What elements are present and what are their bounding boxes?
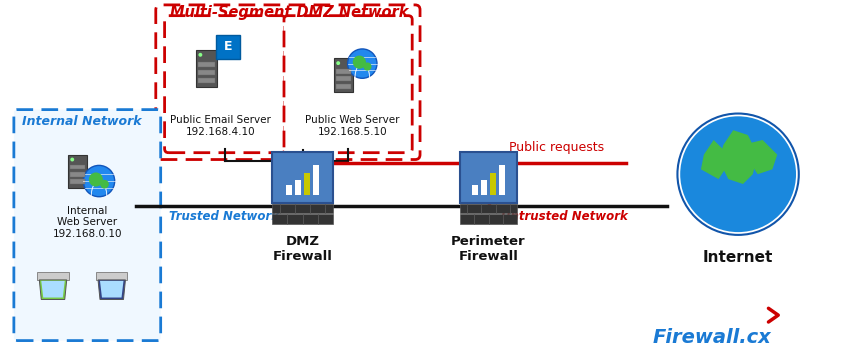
Bar — [287, 185, 293, 195]
Bar — [460, 204, 467, 214]
Bar — [467, 204, 481, 214]
Polygon shape — [701, 140, 728, 179]
Bar — [198, 62, 215, 67]
Circle shape — [198, 53, 202, 57]
Text: Trusted Network: Trusted Network — [169, 210, 279, 223]
Bar — [475, 214, 489, 224]
Circle shape — [363, 62, 372, 71]
Circle shape — [83, 166, 115, 197]
Bar — [502, 214, 517, 224]
Bar — [489, 214, 502, 224]
Text: Untrusted Network: Untrusted Network — [502, 210, 628, 223]
Bar — [272, 152, 333, 203]
Bar — [198, 78, 215, 83]
Bar — [217, 35, 240, 59]
Polygon shape — [98, 280, 126, 300]
Polygon shape — [100, 281, 123, 298]
Bar — [481, 180, 487, 195]
FancyBboxPatch shape — [284, 16, 412, 153]
Text: Public Email Server
192.168.4.10: Public Email Server 192.168.4.10 — [170, 116, 271, 137]
Bar — [481, 204, 496, 214]
Circle shape — [678, 113, 799, 235]
Bar — [198, 70, 215, 75]
Bar — [472, 185, 478, 195]
Circle shape — [352, 56, 366, 69]
Bar — [335, 58, 353, 92]
Bar — [272, 204, 280, 214]
Bar — [196, 50, 217, 87]
Circle shape — [100, 180, 109, 189]
Text: Multi-Segment DMZ Network: Multi-Segment DMZ Network — [169, 5, 408, 20]
Bar — [37, 272, 68, 280]
Bar — [313, 166, 319, 195]
Bar — [510, 204, 517, 214]
Circle shape — [336, 61, 340, 65]
Bar — [336, 69, 352, 74]
Bar — [70, 165, 84, 169]
Bar — [460, 152, 517, 203]
Polygon shape — [40, 280, 67, 300]
Text: Firewall.cx: Firewall.cx — [653, 328, 771, 347]
Text: Internal
Web Server
192.168.0.10: Internal Web Server 192.168.0.10 — [52, 205, 122, 239]
Bar — [303, 214, 318, 224]
Bar — [336, 84, 352, 89]
Bar — [70, 172, 84, 177]
Circle shape — [89, 173, 103, 187]
Polygon shape — [743, 140, 777, 174]
Bar — [318, 214, 333, 224]
Bar — [96, 272, 127, 280]
Circle shape — [70, 158, 74, 161]
Circle shape — [347, 49, 377, 78]
Polygon shape — [718, 130, 758, 184]
Text: DMZ
Firewall: DMZ Firewall — [272, 235, 332, 263]
Bar — [310, 204, 325, 214]
Bar — [336, 76, 352, 81]
Text: E: E — [224, 41, 233, 54]
Text: Public Web Server
192.168.5.10: Public Web Server 192.168.5.10 — [305, 116, 400, 137]
Text: Public requests: Public requests — [509, 141, 604, 154]
Bar — [499, 166, 505, 195]
Bar — [325, 204, 333, 214]
FancyBboxPatch shape — [13, 110, 161, 341]
Bar — [280, 204, 295, 214]
Bar — [490, 173, 496, 195]
Text: Perimeter
Firewall: Perimeter Firewall — [451, 235, 526, 263]
Bar — [68, 155, 87, 188]
Bar — [304, 173, 310, 195]
Text: Internal Network: Internal Network — [22, 116, 142, 128]
FancyBboxPatch shape — [164, 16, 285, 153]
Bar — [295, 180, 301, 195]
Polygon shape — [41, 281, 65, 298]
Bar — [272, 214, 287, 224]
Bar — [295, 204, 310, 214]
Bar — [460, 214, 475, 224]
Bar — [287, 214, 303, 224]
Bar — [496, 204, 510, 214]
Bar — [70, 179, 84, 184]
Text: Internet: Internet — [703, 250, 773, 265]
